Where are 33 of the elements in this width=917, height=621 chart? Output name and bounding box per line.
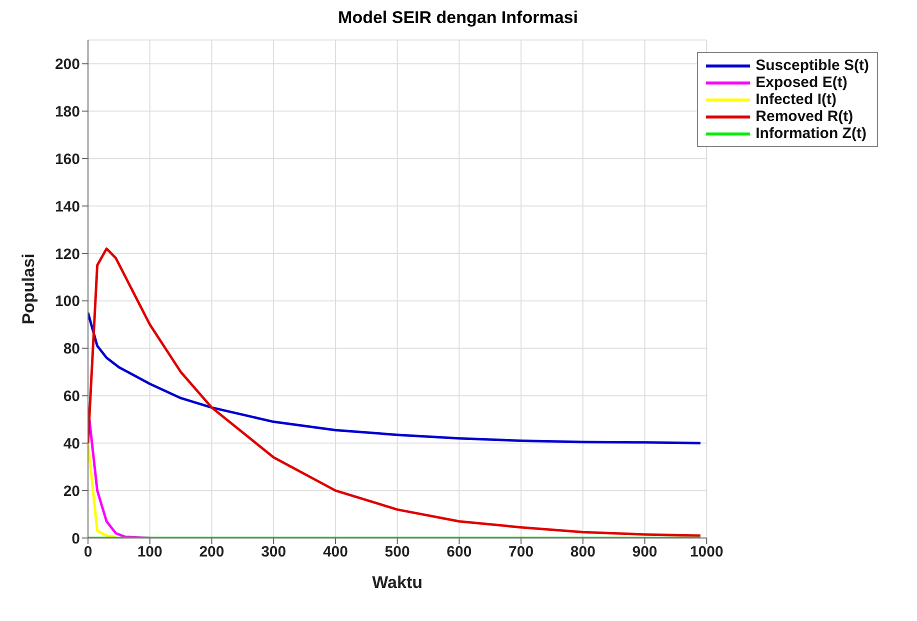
y-tick-label: 40 [63, 435, 80, 452]
y-tick-label: 180 [54, 103, 80, 120]
x-tick-label: 500 [384, 544, 410, 561]
y-tick-label: 100 [54, 293, 80, 310]
y-tick-label: 200 [54, 56, 80, 74]
x-tick-label: 100 [137, 544, 162, 561]
x-tick-label: 200 [199, 544, 224, 561]
x-tick-label: 1000 [690, 544, 724, 561]
y-tick-label: 160 [54, 150, 80, 168]
y-tick-label: 60 [63, 388, 80, 406]
line-series [88, 311, 702, 444]
x-tick-label: 400 [322, 544, 348, 561]
x-tick-label: 800 [570, 544, 596, 561]
y-tick-label: 0 [72, 530, 80, 548]
x-tick-label: 600 [446, 544, 472, 561]
y-axis-title: Populasi [19, 254, 38, 324]
y-tick-label: 120 [54, 246, 80, 263]
legend-label: Susceptible S(t) [756, 57, 869, 74]
x-tick-label: 700 [508, 544, 534, 561]
legend-label: Information Z(t) [756, 125, 866, 142]
chart-title: Model SEIR dengan Informasi [337, 8, 579, 29]
x-axis-title: Waktu [372, 573, 423, 592]
line-series [88, 247, 702, 537]
y-tick-label: 20 [63, 482, 80, 500]
legend-label: Exposed E(t) [756, 74, 848, 91]
legend-label: Removed R(t) [756, 108, 854, 125]
x-tick-label: 0 [84, 544, 92, 561]
x-tick-label: 900 [632, 544, 658, 561]
y-tick-label: 80 [63, 340, 80, 358]
line-series [88, 442, 118, 538]
y-tick-label: 140 [54, 198, 80, 216]
x-tick-label: 300 [261, 544, 286, 561]
legend-label: Infected I(t) [756, 91, 836, 108]
